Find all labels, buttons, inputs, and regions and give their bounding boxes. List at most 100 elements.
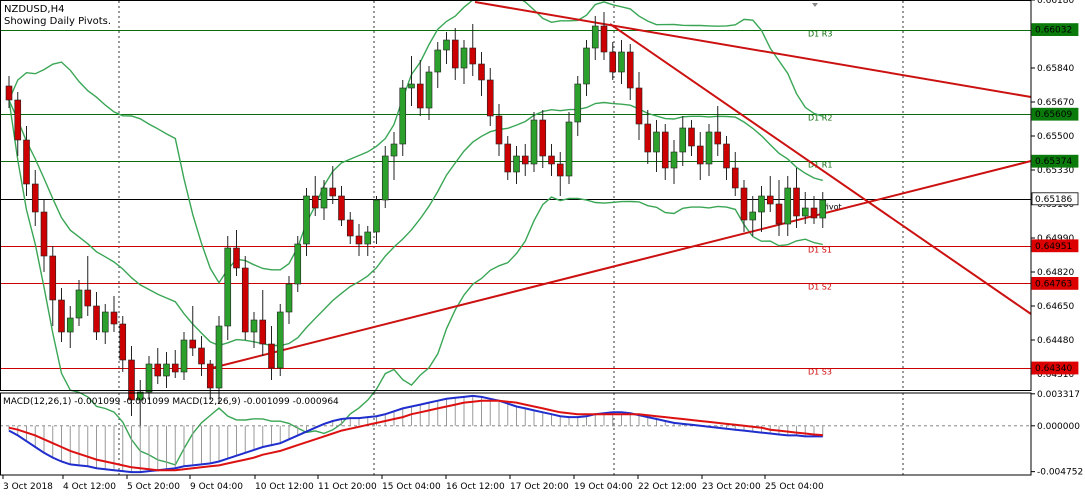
time-tick-label: 15 Oct 04:00 bbox=[382, 482, 441, 492]
bb-middle-band bbox=[8, 99, 823, 347]
candle-bear bbox=[84, 289, 92, 307]
pivot-label: D1 S2 bbox=[808, 283, 832, 292]
candle-bear bbox=[40, 211, 48, 257]
time-tick-label: 23 Oct 20:00 bbox=[702, 482, 761, 492]
price-frame bbox=[0, 0, 1032, 391]
candle-bear bbox=[346, 219, 354, 237]
candle-bull bbox=[705, 131, 713, 165]
pivot-label: Pivot bbox=[822, 203, 842, 212]
candle-bear bbox=[93, 305, 100, 333]
candle-bull bbox=[320, 187, 328, 209]
candlestick-series bbox=[5, 12, 827, 428]
grid bbox=[118, 1, 904, 475]
candle-bear bbox=[311, 195, 319, 209]
candle-bear bbox=[793, 187, 800, 217]
candle-bull bbox=[425, 71, 433, 109]
candle-bull bbox=[215, 325, 223, 389]
candle-bull bbox=[75, 289, 83, 319]
candle-bear bbox=[14, 99, 22, 141]
candle-bull bbox=[66, 317, 74, 333]
candle-bull bbox=[224, 247, 232, 327]
price-highlight-label: 0.65609 bbox=[1035, 110, 1072, 120]
candle-bear bbox=[206, 363, 214, 389]
candle-bear bbox=[661, 131, 669, 169]
candle-bear bbox=[189, 339, 197, 349]
trendline-descending bbox=[609, 23, 1032, 315]
price-tick-label: 0.64480 bbox=[1037, 336, 1074, 346]
price-highlight-label: 0.65186 bbox=[1035, 195, 1072, 205]
candle-bear bbox=[478, 63, 485, 81]
time-tick-label: 5 Oct 20:00 bbox=[127, 482, 180, 492]
trendline-support bbox=[207, 160, 1032, 370]
candle-bull bbox=[530, 119, 538, 165]
candle-bear bbox=[268, 343, 275, 369]
candle-bull bbox=[399, 87, 407, 145]
macd-title: MACD(12,26,1) -0.001099 -0.001099 MACD(1… bbox=[3, 397, 339, 407]
candle-bear bbox=[241, 267, 249, 333]
candle-bull bbox=[653, 131, 660, 153]
candle-bear bbox=[504, 143, 512, 173]
candle-bear bbox=[31, 183, 39, 213]
time-tick-label: 19 Oct 04:00 bbox=[574, 482, 633, 492]
candle-bull bbox=[583, 47, 590, 85]
candle-bull bbox=[136, 391, 144, 401]
price-highlight-box bbox=[1031, 107, 1079, 121]
scroll-marker-icon[interactable] bbox=[812, 3, 818, 7]
candle-bear bbox=[556, 163, 564, 177]
price-highlight-box bbox=[1031, 23, 1079, 37]
candle-bull bbox=[101, 311, 109, 333]
time-tick-label: 25 Oct 04:00 bbox=[765, 482, 824, 492]
candle-bear bbox=[775, 203, 783, 225]
candle-bull bbox=[670, 151, 678, 169]
macd-panel bbox=[0, 394, 1031, 474]
time-tick-label: 22 Oct 12:00 bbox=[638, 482, 697, 492]
candle-bull bbox=[565, 121, 573, 177]
candle-bull bbox=[145, 363, 153, 393]
price-tick-label: 0.66180 bbox=[1037, 0, 1074, 6]
candle-bull bbox=[294, 243, 302, 285]
price-highlight-box bbox=[1031, 154, 1079, 168]
price-tick-label: 0.65330 bbox=[1037, 166, 1074, 176]
candle-bear bbox=[486, 79, 494, 117]
price-highlight-box bbox=[1031, 361, 1079, 375]
candle-bear bbox=[539, 119, 547, 157]
candle-bull bbox=[303, 195, 310, 245]
candle-bear bbox=[338, 195, 345, 221]
bb-lower-band bbox=[8, 99, 823, 466]
candle-bull bbox=[443, 39, 450, 51]
candle-bear bbox=[171, 363, 179, 373]
candle-bear bbox=[119, 323, 127, 361]
candle-bull bbox=[434, 49, 442, 73]
pivot-label: D1 S3 bbox=[808, 368, 832, 377]
pivot-label: D1 R2 bbox=[808, 114, 832, 123]
pivot-label: D1 S1 bbox=[808, 246, 832, 255]
candle-bull bbox=[180, 339, 188, 373]
price-highlight-box bbox=[1031, 192, 1079, 206]
candle-bear bbox=[58, 299, 65, 333]
bb-upper-band bbox=[8, 0, 824, 285]
candle-bull bbox=[408, 83, 415, 89]
candle-bull bbox=[618, 51, 625, 73]
candle-bull bbox=[591, 25, 599, 49]
trendline-upper bbox=[474, 1, 1032, 98]
candle-bear bbox=[469, 47, 477, 65]
candle-bull bbox=[276, 311, 284, 369]
candle-bear bbox=[810, 207, 818, 219]
pivot-label: D1 R3 bbox=[808, 30, 832, 39]
price-tick-label: 0.65840 bbox=[1037, 64, 1074, 74]
candle-bear bbox=[198, 347, 205, 365]
price-highlight-label: 0.65374 bbox=[1035, 157, 1072, 167]
time-tick-label: 9 Oct 04:00 bbox=[190, 482, 243, 492]
time-tick-label: 10 Oct 12:00 bbox=[255, 482, 314, 492]
macd-signal-line bbox=[8, 399, 823, 472]
candle-bear bbox=[723, 143, 730, 169]
trendlines bbox=[207, 1, 1032, 370]
candle-bear bbox=[49, 255, 57, 301]
candle-bear bbox=[23, 139, 30, 185]
candle-bear bbox=[329, 187, 337, 197]
candle-bull bbox=[513, 155, 520, 173]
candle-bull bbox=[390, 143, 398, 157]
candle-bear bbox=[766, 195, 774, 205]
